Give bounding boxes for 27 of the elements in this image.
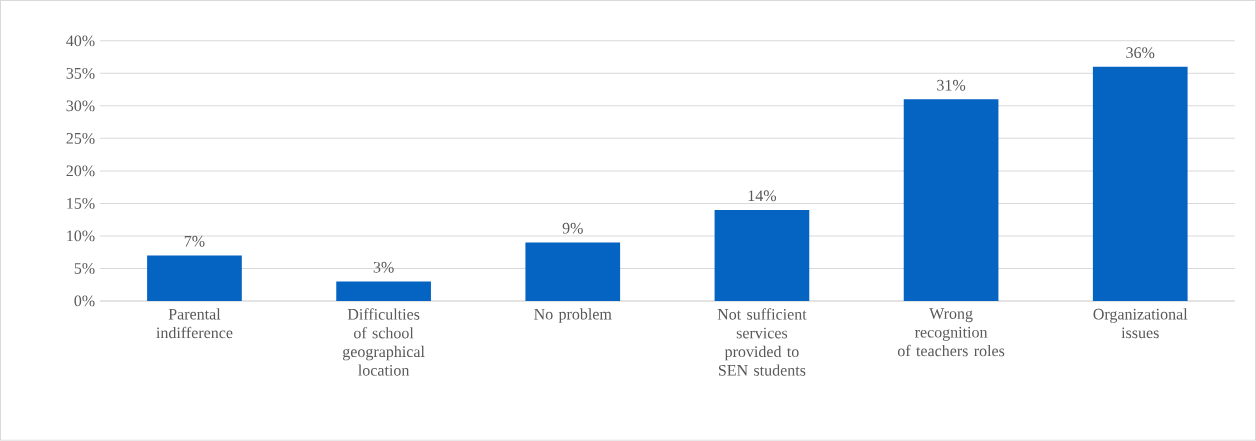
bar — [336, 281, 431, 302]
x-tick-label: Difficulties of school geographical location — [342, 308, 425, 376]
y-tick-label: 0% — [74, 295, 95, 307]
x-tick-label: Wrong recognition of teachers roles — [897, 308, 1005, 357]
x-tick-label: Not sufficient services provided to SEN students — [717, 308, 807, 376]
data-label: 7% — [184, 235, 205, 247]
y-tick-label: 15% — [67, 198, 95, 209]
y-tick-label: 35% — [66, 68, 95, 79]
y-tick-label: 20% — [66, 165, 95, 177]
y-tick-label: 40% — [66, 35, 95, 47]
bar — [147, 255, 242, 302]
data-label: 9% — [562, 222, 583, 234]
data-label: 3% — [373, 261, 394, 273]
y-tick-label: 30% — [66, 100, 95, 112]
x-tick-label: No problem — [534, 308, 612, 323]
y-tick-label: 25% — [66, 133, 95, 144]
data-label: 36% — [1126, 47, 1155, 59]
x-tick-label: Parental indifference — [156, 308, 233, 339]
data-label: 31% — [937, 79, 966, 91]
x-tick-label: Organizational issues — [1093, 308, 1188, 339]
bar — [525, 242, 621, 302]
bar — [714, 210, 810, 302]
bar — [903, 99, 999, 302]
y-tick-label: 10% — [67, 230, 95, 242]
bar — [1092, 66, 1188, 302]
data-label: 14% — [748, 190, 777, 202]
y-tick-label: 5% — [74, 263, 95, 274]
